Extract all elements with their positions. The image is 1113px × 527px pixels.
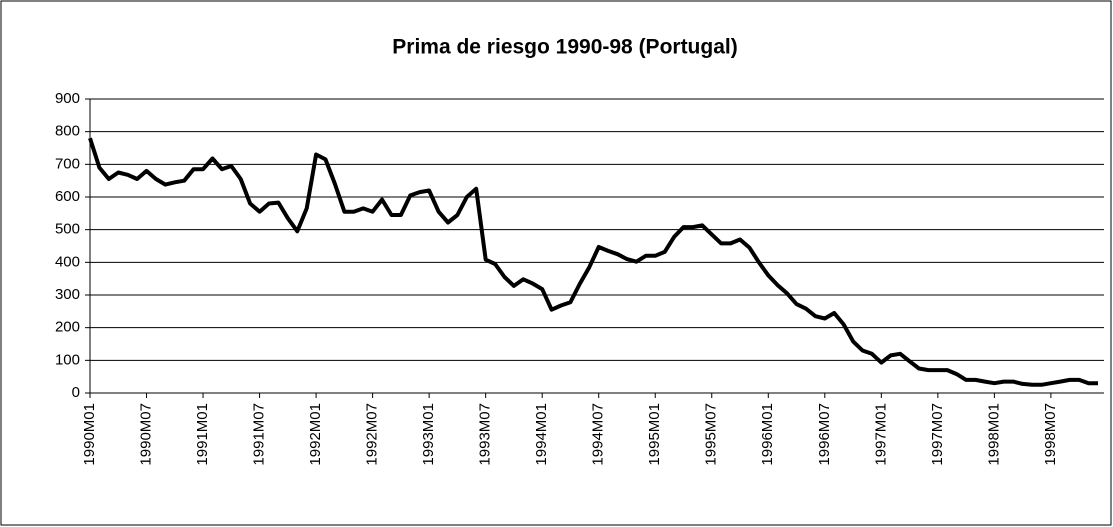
- x-tick-label: 1991M07: [251, 403, 268, 466]
- data-line: [88, 137, 1098, 387]
- x-tick-label: 1996M01: [759, 403, 776, 466]
- x-tick-label: 1994M07: [590, 403, 607, 466]
- y-tick-label: 800: [55, 123, 80, 140]
- chart-title: Prima de riesgo 1990-98 (Portugal): [392, 36, 737, 59]
- y-tick-label: 400: [55, 253, 80, 270]
- y-tick-label: 100: [55, 351, 80, 368]
- y-tick-label: 200: [55, 319, 80, 336]
- x-tick-label: 1992M07: [364, 403, 381, 466]
- y-tick-label: 900: [55, 90, 80, 107]
- y-tick-label: 700: [55, 155, 80, 172]
- x-tick-label: 1990M01: [81, 403, 98, 466]
- x-tick-label: 1995M01: [646, 403, 663, 466]
- y-tick-label: 0: [72, 384, 80, 401]
- x-tick-label: 1998M01: [985, 403, 1002, 466]
- x-tick-label: 1992M01: [307, 403, 324, 466]
- x-tick-label: 1995M07: [703, 403, 720, 466]
- x-tick-label: 1997M01: [872, 403, 889, 466]
- x-tick-label: 1994M01: [533, 403, 550, 466]
- x-tick-label: 1991M01: [194, 403, 211, 466]
- x-tick-label: 1993M01: [420, 403, 437, 466]
- y-tick-label: 500: [55, 221, 80, 238]
- x-tick-label: 1993M07: [477, 403, 494, 466]
- x-tick-label: 1997M07: [929, 403, 946, 466]
- x-tick-label: 1990M07: [137, 403, 154, 466]
- x-tick-label: 1998M07: [1042, 403, 1059, 466]
- y-tick-label: 300: [55, 286, 80, 303]
- y-tick-label: 600: [55, 188, 80, 205]
- x-tick-label: 1996M07: [816, 403, 833, 466]
